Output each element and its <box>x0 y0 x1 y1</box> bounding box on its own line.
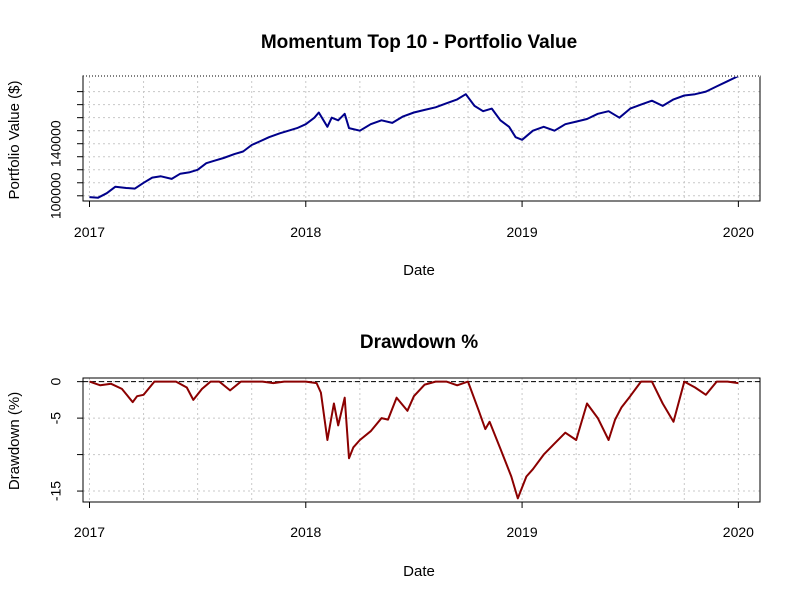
series-line <box>89 380 739 500</box>
y-tick-label: 100000 <box>48 172 64 219</box>
plot-border <box>82 75 761 202</box>
y-tick-label: 0 <box>48 378 64 386</box>
x-tick-label: 2019 <box>506 224 537 240</box>
x-tick-label: 2017 <box>74 524 105 540</box>
x-tick-label: 2017 <box>74 224 105 240</box>
series <box>89 75 739 199</box>
y-tick-label: -5 <box>48 412 64 425</box>
chart-title: Momentum Top 10 - Portfolio Value <box>261 32 577 53</box>
series <box>89 380 739 500</box>
series-line <box>89 75 739 199</box>
plot-frame <box>82 75 761 202</box>
drawdown-title: Drawdown % <box>360 332 478 353</box>
x-tick-label: 2020 <box>723 524 754 540</box>
x-tick-label: 2020 <box>723 224 754 240</box>
x-tick-label: 2019 <box>506 524 537 540</box>
x-tick-label: 2018 <box>290 224 321 240</box>
plot-frame <box>82 377 761 503</box>
y-axis: 0 -5 -15 <box>48 378 83 501</box>
drawdown-y-axis-label: Drawdown (%) <box>6 392 23 490</box>
x-axis: 2017 2018 2019 2020 <box>74 201 754 240</box>
y-tick-label: 140000 <box>48 120 64 167</box>
x-axis-label: Date <box>403 262 435 279</box>
grid <box>83 76 760 201</box>
x-tick-label: 2018 <box>290 524 321 540</box>
y-axis: 100000 140000 <box>48 91 83 219</box>
drawdown-x-axis-label: Date <box>403 563 435 580</box>
portfolio-value-panel: Momentum Top 10 - Portfolio Value Date P… <box>6 32 761 279</box>
y-tick-label: -15 <box>48 481 64 501</box>
x-axis: 2017 2018 2019 2020 <box>74 502 754 540</box>
plot-border <box>82 377 761 503</box>
y-axis-label: Portfolio Value ($) <box>6 81 23 200</box>
drawdown-panel: Drawdown % Date Drawdown (%) 2017 2018 201… <box>6 332 761 580</box>
